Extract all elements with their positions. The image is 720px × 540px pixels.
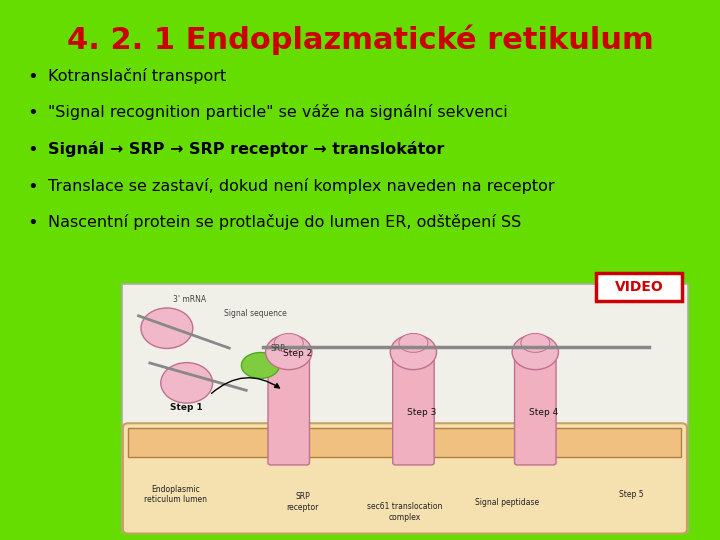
Text: Nascentní protein se protlačuje do lumen ER, odštěpení SS: Nascentní protein se protlačuje do lumen… [48, 214, 521, 231]
Ellipse shape [274, 333, 303, 352]
Ellipse shape [512, 334, 559, 369]
FancyBboxPatch shape [515, 353, 556, 465]
Ellipse shape [399, 333, 428, 352]
Text: •: • [27, 68, 37, 85]
Text: Step 4: Step 4 [529, 408, 559, 417]
Text: 4. 2. 1 Endoplazmatické retikulum: 4. 2. 1 Endoplazmatické retikulum [67, 24, 653, 55]
FancyBboxPatch shape [268, 353, 310, 465]
Ellipse shape [266, 334, 312, 369]
Text: Signal sequence: Signal sequence [223, 309, 287, 318]
FancyBboxPatch shape [128, 428, 681, 457]
Text: •: • [27, 178, 37, 195]
Text: Step 3: Step 3 [408, 408, 436, 417]
Ellipse shape [141, 308, 193, 348]
Ellipse shape [390, 334, 436, 369]
FancyBboxPatch shape [392, 353, 434, 465]
Text: Signal peptidase: Signal peptidase [475, 497, 539, 507]
Ellipse shape [241, 353, 279, 379]
FancyArrowPatch shape [212, 377, 279, 394]
Text: •: • [27, 104, 37, 122]
Text: Step 5: Step 5 [619, 490, 644, 499]
Text: SRP: SRP [270, 343, 285, 353]
Text: Step 2: Step 2 [283, 348, 312, 357]
Ellipse shape [521, 333, 550, 352]
Text: 3' mRNA: 3' mRNA [173, 295, 206, 304]
Text: sec61 translocation
complex: sec61 translocation complex [367, 502, 443, 522]
Text: "Signal recognition particle" se váže na signální sekvenci: "Signal recognition particle" se váže na… [48, 104, 508, 120]
Text: •: • [27, 214, 37, 232]
Text: Endoplasmic
reticulum lumen: Endoplasmic reticulum lumen [144, 485, 207, 504]
Text: Step 1: Step 1 [171, 403, 203, 412]
FancyBboxPatch shape [596, 273, 682, 301]
Text: Signál → SRP → SRP receptor → translokátor: Signál → SRP → SRP receptor → translokát… [48, 141, 444, 157]
FancyBboxPatch shape [123, 423, 687, 534]
Ellipse shape [161, 363, 212, 403]
Text: VIDEO: VIDEO [615, 280, 664, 294]
Text: •: • [27, 141, 37, 159]
Text: SRP
receptor: SRP receptor [287, 492, 319, 512]
Text: Translace se zastaví, dokud není komplex naveden na receptor: Translace se zastaví, dokud není komplex… [48, 178, 554, 194]
FancyBboxPatch shape [122, 284, 688, 532]
Text: Kotranslační transport: Kotranslační transport [48, 68, 226, 84]
